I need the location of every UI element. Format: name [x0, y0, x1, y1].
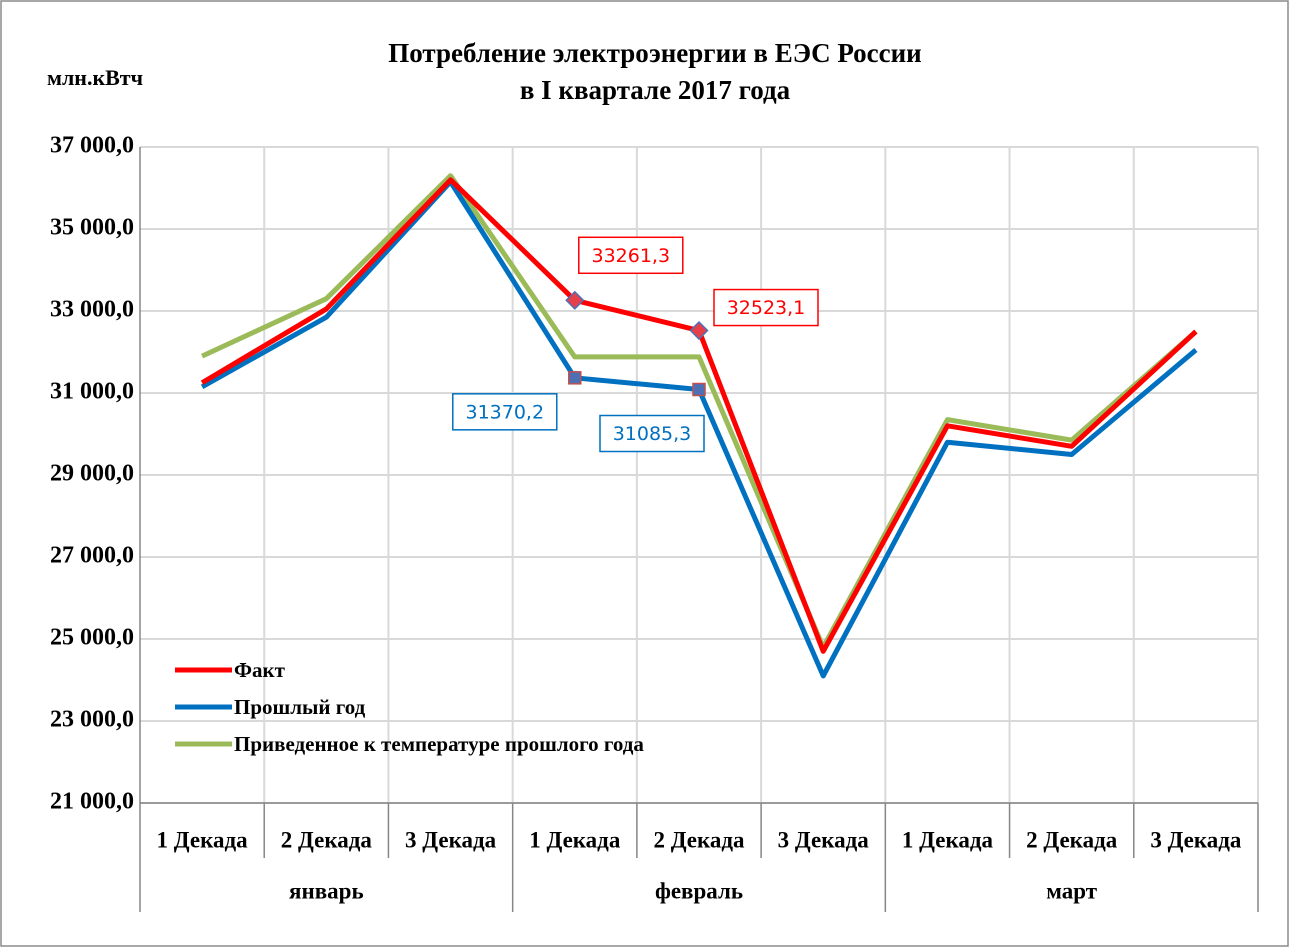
x-tick-label: 1 Декада	[157, 827, 249, 852]
y-tick-label: 27 000,0	[50, 543, 134, 569]
data-label-box	[713, 288, 819, 327]
x-tick-label: 2 Декада	[281, 827, 373, 852]
y-tick-label: 25 000,0	[50, 625, 134, 651]
point-marker	[689, 321, 709, 341]
y-tick-label: 29 000,0	[50, 461, 134, 487]
data-label-box	[578, 236, 684, 275]
data-label: 32523,1	[727, 297, 806, 319]
data-label: 31085,3	[613, 423, 692, 445]
point-marker	[692, 382, 706, 397]
x-tick-label: 2 Декада	[1026, 827, 1118, 852]
x-tick-label: 1 Декада	[902, 827, 994, 852]
month-label: февраль	[655, 878, 743, 903]
y-axis-label: млн.кВтч	[47, 65, 143, 90]
legend-label: Факт	[234, 658, 286, 682]
x-tick-label: 3 Декада	[778, 827, 870, 852]
chart-title: в I квартале 2017 года	[520, 75, 791, 105]
legend-label: Прошлый год	[234, 695, 366, 719]
legend-label: Приведенное к температуре прошлого года	[234, 732, 644, 756]
x-tick-label: 1 Декада	[529, 827, 621, 852]
data-label-box	[452, 393, 558, 431]
point-marker	[565, 290, 585, 310]
y-tick-label: 33 000,0	[50, 297, 134, 323]
y-tick-label: 23 000,0	[50, 707, 134, 733]
point-marker	[568, 371, 582, 385]
y-tick-label: 37 000,0	[50, 133, 134, 159]
data-label: 33261,3	[591, 245, 670, 267]
y-tick-label: 21 000,0	[50, 789, 134, 815]
month-label: январь	[289, 878, 364, 903]
x-tick-label: 3 Декада	[405, 827, 497, 852]
chart-title: Потребление электроэнергии в ЕЭС России	[388, 38, 922, 68]
month-label: март	[1046, 878, 1097, 903]
data-label-box	[599, 414, 705, 453]
x-tick-label: 2 Декада	[653, 827, 745, 852]
y-tick-label: 35 000,0	[50, 215, 134, 241]
x-tick-label: 3 Декада	[1150, 827, 1242, 852]
series-line	[201, 173, 1198, 650]
y-tick-label: 31 000,0	[50, 379, 134, 405]
data-label: 31370,2	[465, 401, 544, 423]
